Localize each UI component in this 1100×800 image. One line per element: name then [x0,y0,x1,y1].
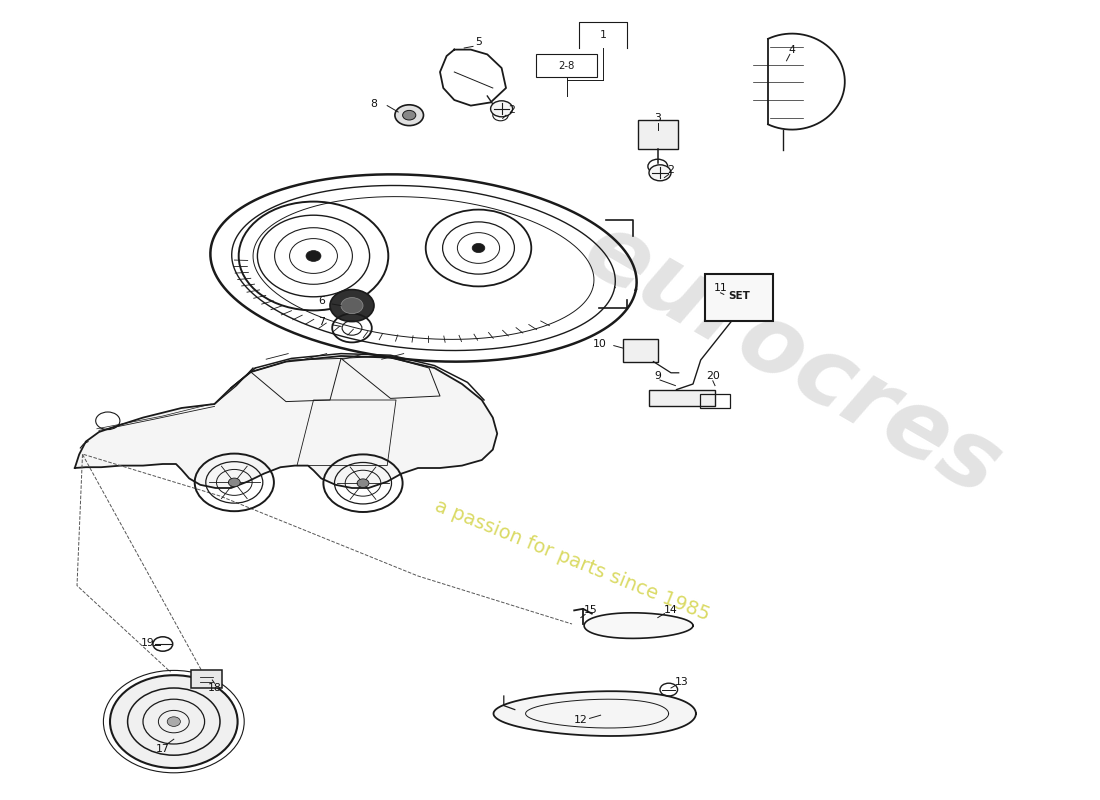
Bar [700,394,730,408]
Text: 5: 5 [475,37,482,46]
Bar [536,54,597,77]
Polygon shape [75,356,497,488]
Text: 15: 15 [584,605,597,614]
FancyBboxPatch shape [705,274,773,321]
Text: 19: 19 [141,638,154,648]
Text: a passion for parts since 1985: a passion for parts since 1985 [431,496,713,624]
Polygon shape [494,691,696,736]
Circle shape [649,165,671,181]
Bar [649,390,715,406]
Text: 9: 9 [654,371,661,381]
Text: 18: 18 [208,683,221,693]
Circle shape [358,479,368,487]
Text: 11: 11 [714,283,727,293]
Circle shape [167,717,180,726]
Text: 17: 17 [156,744,169,754]
Polygon shape [584,613,693,638]
Text: 1: 1 [600,30,606,40]
Circle shape [110,675,238,768]
Circle shape [491,101,513,117]
Bar [623,339,658,362]
Circle shape [395,105,424,126]
Text: 8: 8 [371,99,377,109]
Text: eurocres: eurocres [568,204,1016,516]
Text: 7: 7 [318,317,324,326]
Circle shape [306,250,321,262]
Text: 12: 12 [574,715,587,725]
Circle shape [403,110,416,120]
Bar [638,120,678,149]
Text: SET: SET [728,291,750,301]
Circle shape [341,298,363,314]
Text: 2: 2 [668,165,674,174]
Text: 2: 2 [508,106,515,115]
Circle shape [330,290,374,322]
Text: 2-8: 2-8 [559,61,574,70]
Text: 20: 20 [706,371,719,381]
Text: 14: 14 [664,605,678,614]
Text: 13: 13 [675,677,689,686]
Text: 10: 10 [593,339,606,349]
Circle shape [472,243,485,253]
Text: 4: 4 [789,45,795,54]
Bar [191,670,222,688]
Text: 6: 6 [318,296,324,306]
Circle shape [229,478,240,486]
Text: 3: 3 [654,114,661,123]
